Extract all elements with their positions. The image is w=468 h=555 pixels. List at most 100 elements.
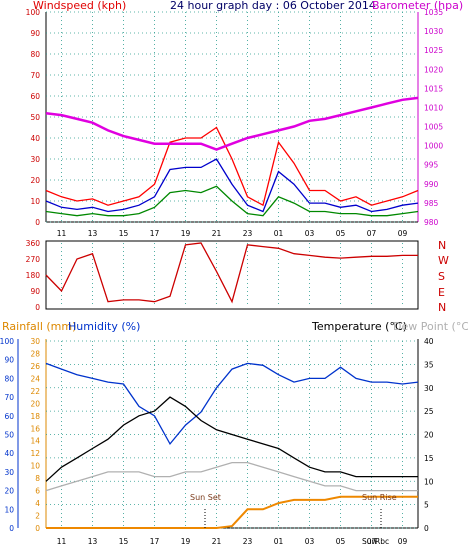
lower-hour-tick-labels: 11 13 15 17 19 21 23 01 03 05 07 09 <box>57 537 408 546</box>
windspeed-tick: 60 <box>30 92 40 101</box>
windspeed-title: Windspeed (kph) <box>33 0 126 12</box>
temperature-tick: 0 <box>424 524 429 533</box>
hour-tick-label: 11 <box>57 229 67 238</box>
barometer-tick: 1035 <box>424 8 443 17</box>
sun-fragment-right: Rbc <box>375 537 389 546</box>
humidity-tick: 40 <box>4 449 14 458</box>
temperature-line <box>45 396 418 482</box>
humidity-tick: 50 <box>4 431 14 440</box>
temperature-tick: 15 <box>424 454 434 463</box>
sun-fragment-left: Sun <box>362 537 377 546</box>
barometer-tick: 1010 <box>424 103 443 112</box>
hour-tick-label: 21 <box>212 229 222 238</box>
rainfall-tick: 10 <box>30 462 40 471</box>
rainfall-tick: 20 <box>30 399 40 408</box>
temperature-tick-labels: 0 5 10 15 20 25 30 35 40 <box>424 337 434 533</box>
barometer-line <box>45 96 419 151</box>
wind-barometer-series <box>45 96 419 217</box>
wind-direction-series <box>45 242 418 304</box>
temperature-tick: 5 <box>424 501 429 510</box>
rainfall-tick: 6 <box>35 487 40 496</box>
temperature-tick: 20 <box>424 431 434 440</box>
hour-tick-label: 17 <box>150 537 160 546</box>
humidity-tick: 20 <box>4 487 14 496</box>
humidity-tick: 10 <box>4 505 14 514</box>
windspeed-tick: 90 <box>30 29 40 38</box>
humidity-tick: 90 <box>4 356 14 365</box>
rainfall-tick: 26 <box>30 362 40 371</box>
humidity-tick: 100 <box>0 337 14 346</box>
compass-s: S <box>438 270 445 283</box>
hour-tick-label: 15 <box>119 229 129 238</box>
compass-w: W <box>438 254 449 267</box>
windspeed-tick-labels: 0 10 20 30 40 50 60 70 80 90 100 <box>26 8 41 227</box>
sun-rise-label: Sun Rise <box>362 493 397 502</box>
hour-tick-label: 07 <box>367 537 377 546</box>
temperature-tick: 30 <box>424 384 434 393</box>
humidity-tick: 80 <box>4 374 14 383</box>
humidity-title: Humidity (%) <box>68 320 140 333</box>
barometer-tick: 980 <box>424 218 439 227</box>
hour-tick-label: 03 <box>305 229 315 238</box>
hour-tick-label: 01 <box>274 537 284 546</box>
direction-tick: 0 <box>35 303 40 312</box>
wind-direction-tick-labels: 0 90 180 270 360 <box>26 239 41 312</box>
humidity-temp-rain-series <box>45 362 419 529</box>
rainfall-tick: 22 <box>30 387 40 396</box>
direction-tick: 360 <box>26 239 41 248</box>
rainfall-tick: 18 <box>30 412 40 421</box>
dewpoint-line <box>45 461 418 492</box>
windspeed-tick: 100 <box>26 8 41 17</box>
rainfall-tick: 14 <box>30 437 40 446</box>
hour-tick-label: 21 <box>212 537 222 546</box>
gust-average-line <box>45 158 419 213</box>
barometer-tick: 1020 <box>424 65 443 74</box>
rainfall-title: Rainfall (mm) <box>2 320 76 333</box>
temperature-tick: 35 <box>424 360 434 369</box>
windspeed-tick: 0 <box>35 218 40 227</box>
humidity-tick: 0 <box>9 524 14 533</box>
humidity-line <box>45 362 419 446</box>
barometer-tick: 1025 <box>424 46 443 55</box>
barometer-tick-labels: 980 985 990 995 1000 1005 1010 1015 1020 1025 1030… <box>424 8 443 227</box>
hour-tick-label: 09 <box>398 229 408 238</box>
hour-tick-label: 05 <box>336 229 346 238</box>
hour-tick-label: 09 <box>398 537 408 546</box>
average-speed-line <box>45 185 419 217</box>
compass-n-top: N <box>438 239 446 252</box>
rainfall-line <box>46 495 418 529</box>
humidity-tick: 70 <box>4 393 14 402</box>
hour-tick-label: 11 <box>57 537 67 546</box>
humidity-tick-labels: 0 10 20 30 40 50 60 70 80 90 100 <box>0 337 14 533</box>
hour-tick-label: 03 <box>305 537 315 546</box>
graph-date-title: 24 hour graph day : 06 October 2014 <box>170 0 376 12</box>
humidity-tick: 30 <box>4 468 14 477</box>
direction-tick: 270 <box>26 255 41 264</box>
windspeed-tick: 50 <box>30 113 40 122</box>
windspeed-tick: 20 <box>30 176 40 185</box>
hour-tick-label: 13 <box>88 537 98 546</box>
temperature-tick: 40 <box>424 337 434 346</box>
hour-tick-label: 13 <box>88 229 98 238</box>
compass-e: E <box>438 286 445 299</box>
rainfall-tick: 24 <box>30 374 40 383</box>
hour-tick-label: 17 <box>150 229 160 238</box>
top-gridlines <box>46 11 418 223</box>
compass-n-bottom: N <box>438 301 446 314</box>
top-hour-tick-labels: 11 13 15 17 19 21 23 01 03 05 07 09 <box>57 229 408 238</box>
windspeed-tick: 40 <box>30 134 40 143</box>
windspeed-tick: 70 <box>30 71 40 80</box>
direction-tick: 180 <box>26 271 41 280</box>
rainfall-tick: 2 <box>35 512 40 521</box>
temperature-title: Temperature (°C) <box>311 320 407 333</box>
dewpoint-title: Dew Point (°C) <box>393 320 468 333</box>
barometer-title: Barometer (hpa) <box>372 0 463 12</box>
rainfall-tick: 0 <box>35 524 40 533</box>
barometer-tick: 990 <box>424 180 439 189</box>
windspeed-tick: 80 <box>30 50 40 59</box>
hour-tick-label: 23 <box>243 537 253 546</box>
barometer-tick: 1005 <box>424 123 443 132</box>
